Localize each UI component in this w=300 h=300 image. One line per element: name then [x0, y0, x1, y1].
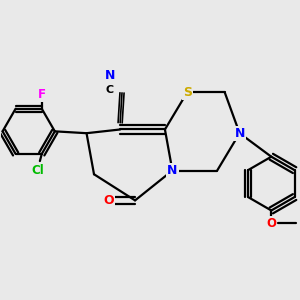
Text: Cl: Cl	[32, 164, 44, 177]
Text: O: O	[103, 194, 114, 207]
Text: O: O	[266, 217, 276, 230]
Text: C: C	[106, 85, 114, 95]
Text: S: S	[183, 85, 192, 99]
Text: N: N	[105, 69, 115, 82]
Text: N: N	[167, 164, 178, 177]
Text: F: F	[38, 88, 46, 101]
Text: N: N	[234, 127, 245, 140]
